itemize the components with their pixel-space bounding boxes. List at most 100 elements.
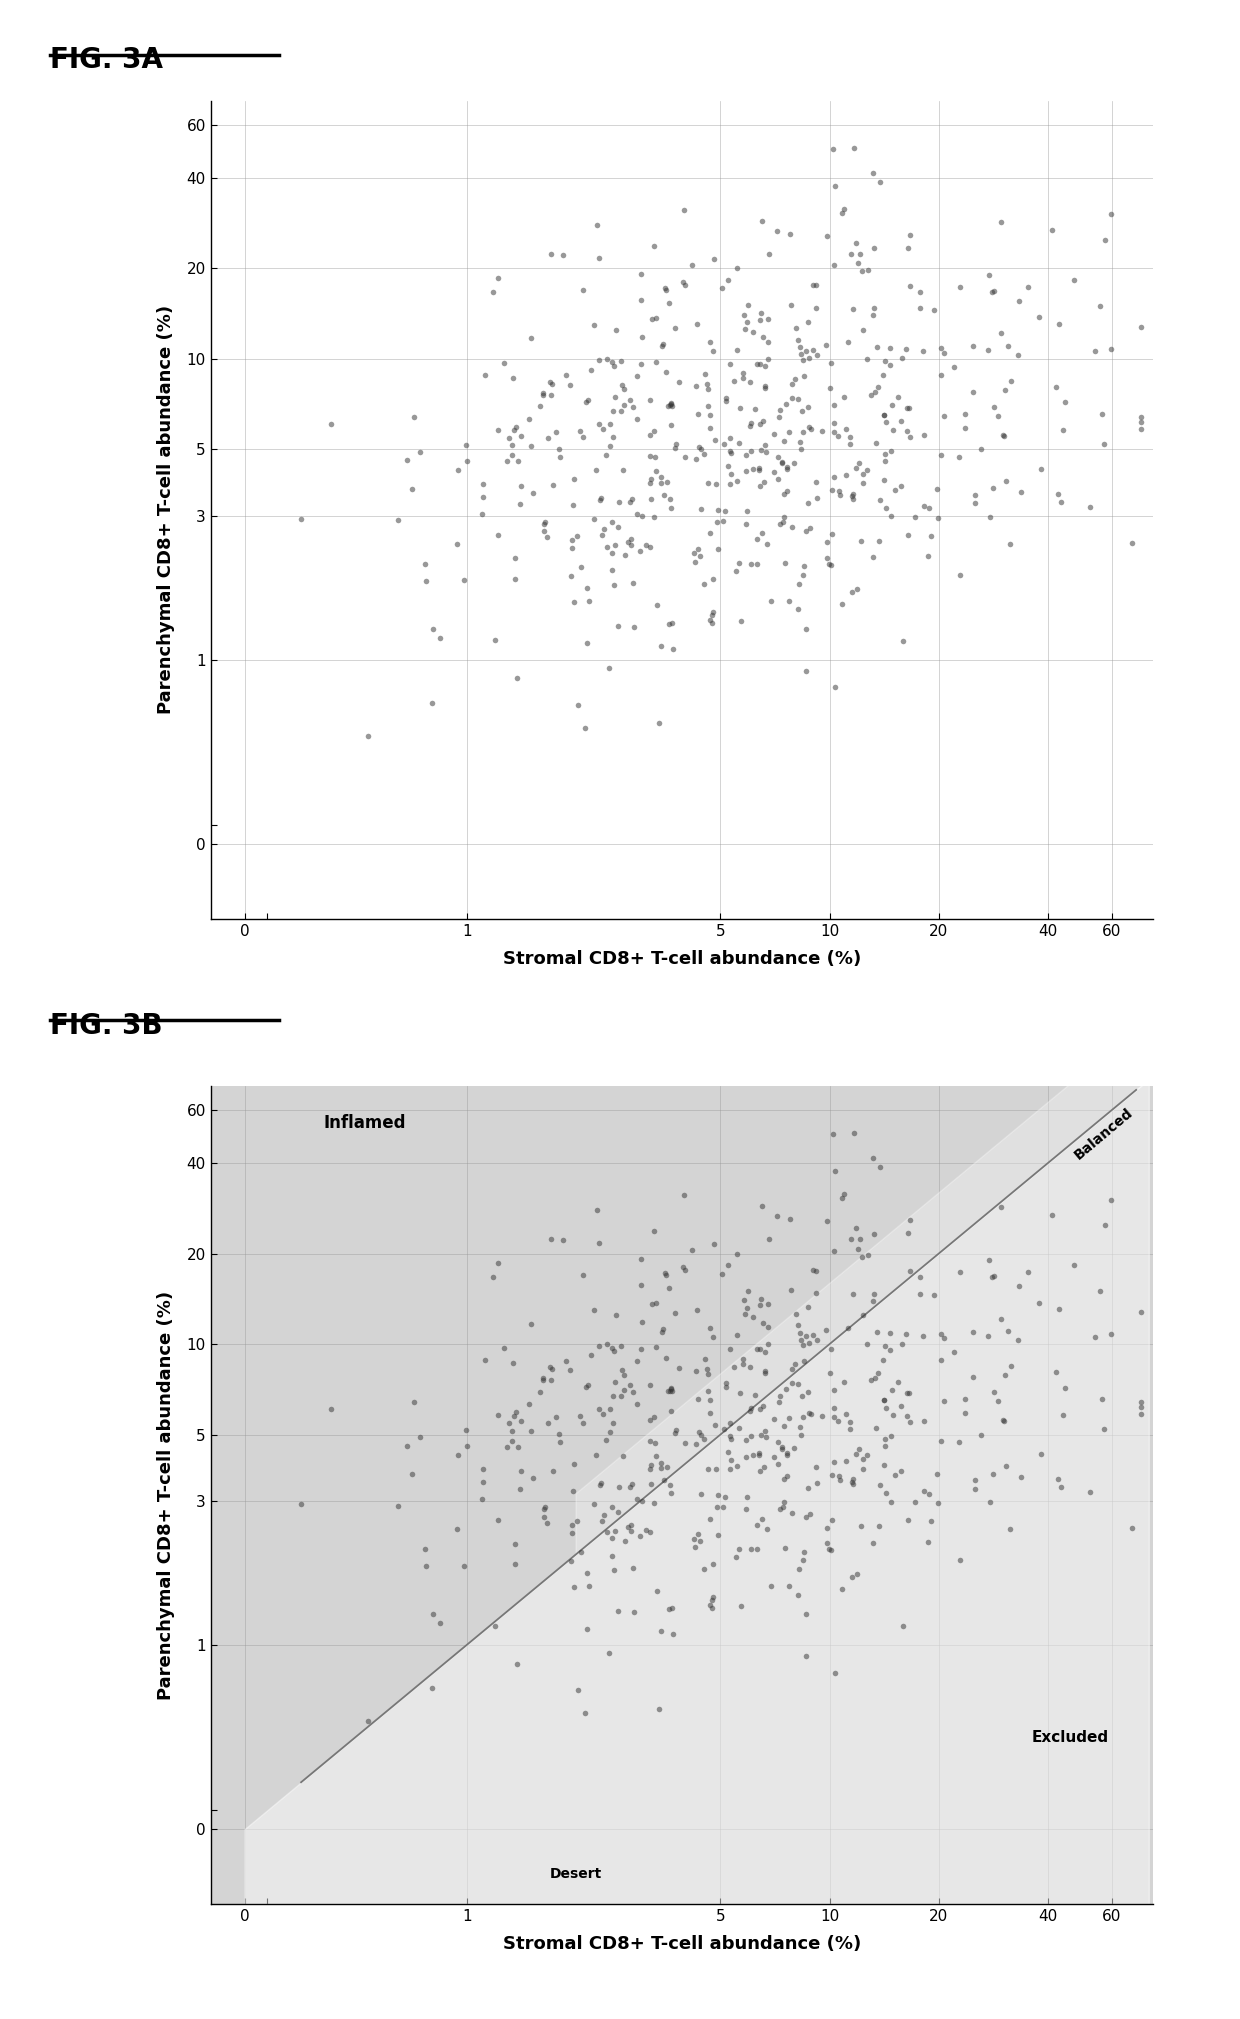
Point (575, 1696, 595, 1728)
Point (792, 343, 812, 376)
Point (822, 1119, 842, 1151)
Point (801, 1397, 821, 1429)
Point (1018, 271, 1038, 303)
Point (543, 1454, 563, 1486)
Point (800, 513, 820, 545)
Point (758, 325, 777, 357)
Point (608, 511, 627, 543)
Point (647, 1575, 667, 1607)
Point (843, 1278, 863, 1310)
Point (841, 1413, 861, 1446)
Point (603, 555, 622, 588)
Point (661, 1373, 681, 1405)
Point (589, 1393, 609, 1425)
Point (794, 1345, 813, 1377)
Point (745, 394, 765, 426)
Point (771, 446, 791, 479)
Point (661, 388, 681, 420)
Point (706, 468, 725, 501)
Point (893, 624, 913, 656)
Point (560, 1355, 580, 1387)
Point (644, 1401, 663, 1433)
Point (842, 1466, 862, 1498)
Point (631, 258, 651, 291)
Point (1131, 311, 1151, 343)
Point (841, 420, 861, 452)
Point (789, 1553, 808, 1585)
Point (885, 474, 905, 507)
Point (651, 460, 671, 493)
Point (799, 1292, 818, 1324)
Point (750, 1333, 770, 1365)
Point (768, 1199, 787, 1232)
Point (965, 487, 985, 519)
Point (812, 1399, 832, 1431)
Point (742, 1391, 761, 1423)
Point (883, 1399, 903, 1431)
Point (505, 1549, 525, 1581)
Point (807, 1468, 827, 1500)
Point (853, 1444, 873, 1476)
Point (661, 1478, 681, 1510)
Point (799, 307, 818, 339)
Point (502, 438, 522, 470)
Point (893, 1329, 913, 1361)
Point (701, 517, 720, 549)
Point (549, 1417, 569, 1450)
Point (852, 525, 872, 557)
Point (696, 1343, 715, 1375)
Point (658, 287, 678, 319)
Point (699, 412, 719, 444)
Point (924, 1278, 944, 1310)
Point (737, 507, 756, 539)
Point (848, 1433, 868, 1466)
Point (641, 483, 661, 515)
Point (661, 493, 681, 525)
Point (780, 1203, 800, 1236)
Point (707, 507, 727, 539)
Point (702, 1593, 722, 1625)
Point (863, 299, 883, 331)
Point (888, 382, 908, 414)
Point (585, 454, 605, 487)
Point (661, 483, 681, 515)
Point (822, 1460, 842, 1492)
Point (883, 390, 903, 422)
Point (817, 1526, 837, 1559)
Point (698, 466, 718, 499)
Point (777, 1440, 797, 1472)
Point (720, 434, 740, 466)
Point (755, 436, 775, 468)
Point (735, 1298, 755, 1331)
Point (600, 430, 620, 462)
Point (825, 416, 844, 448)
Point (505, 563, 525, 596)
Point (641, 303, 661, 335)
Point (825, 1393, 844, 1425)
Point (620, 1470, 640, 1502)
Point (761, 583, 781, 616)
Point (980, 1486, 999, 1518)
Point (828, 1460, 848, 1492)
Point (1064, 264, 1084, 297)
Point (644, 230, 663, 262)
Point (863, 157, 883, 190)
Point (388, 1490, 408, 1522)
Point (759, 343, 779, 376)
Point (718, 450, 738, 483)
Point (847, 573, 867, 606)
Point (996, 464, 1016, 497)
Point (388, 505, 408, 537)
Point (718, 264, 738, 297)
Point (842, 1561, 862, 1593)
Point (698, 390, 718, 422)
Point (587, 208, 606, 240)
Point (572, 551, 591, 583)
Point (750, 408, 770, 440)
Point (775, 424, 795, 456)
Point (980, 258, 999, 291)
Point (1029, 1286, 1049, 1318)
Point (713, 1490, 733, 1522)
Point (991, 1302, 1011, 1335)
Point (694, 567, 714, 600)
